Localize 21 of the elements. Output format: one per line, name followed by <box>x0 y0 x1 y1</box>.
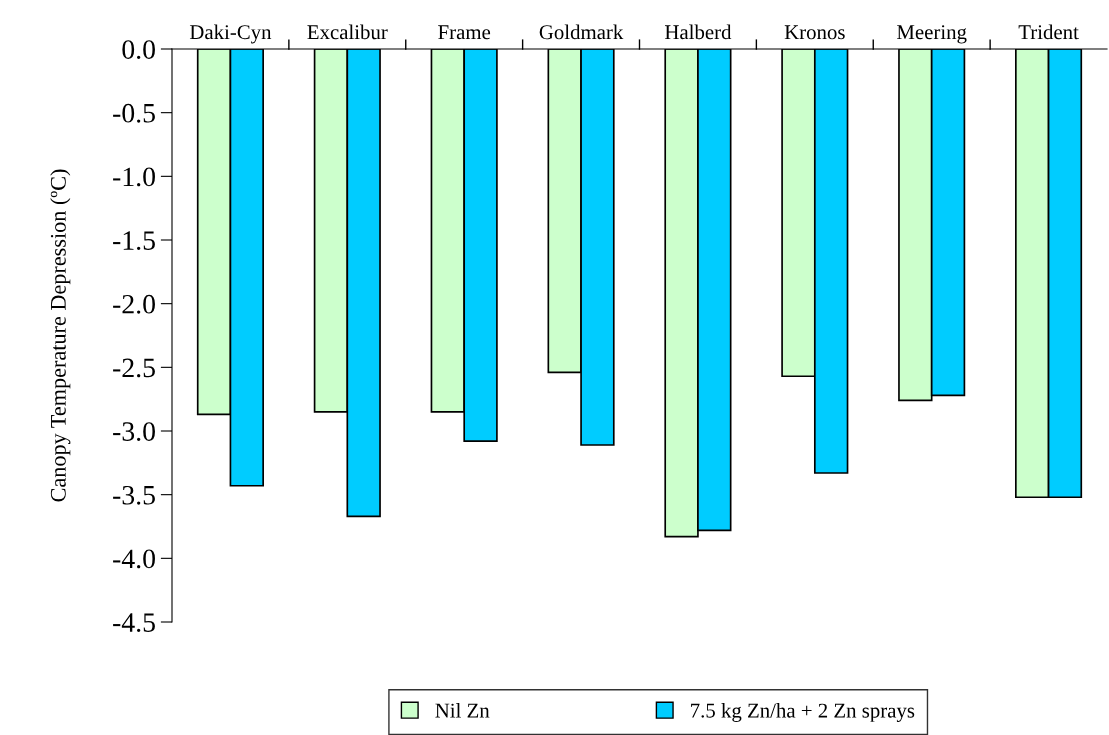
x-tick-label: Meering <box>897 25 967 44</box>
x-tick-label: Trident <box>1018 24 1079 40</box>
y-axis-title: Canopy Temperature Depression (ºC) <box>50 169 71 502</box>
y-tick-label: -3.5 <box>113 485 155 505</box>
x-tick-label: Excalibur <box>307 24 388 40</box>
x-tick-label: Goldmark <box>539 24 624 40</box>
y-tick-label: -1.5 <box>113 231 155 251</box>
x-tick-label: Halberd <box>664 24 732 40</box>
x-tick-label: Daki-Cyn <box>189 24 272 44</box>
legend-label: Nil Zn <box>435 702 490 718</box>
legend-label: 7.5 kg Zn/ha + 2 Zn sprays <box>691 702 915 722</box>
x-tick-label: Kronos <box>784 25 845 40</box>
y-tick-label: -1.0 <box>113 167 155 187</box>
y-tick-label: -3.0 <box>113 422 155 442</box>
y-tick-label: -0.5 <box>113 103 155 123</box>
y-tick-label: -2.5 <box>113 358 155 378</box>
y-tick-label: -2.0 <box>113 294 155 314</box>
y-tick-label: -4.0 <box>113 549 155 569</box>
y-tick-label: 0.0 <box>122 40 155 60</box>
y-tick-label: -4.5 <box>113 613 155 633</box>
x-tick-label: Frame <box>438 25 491 40</box>
